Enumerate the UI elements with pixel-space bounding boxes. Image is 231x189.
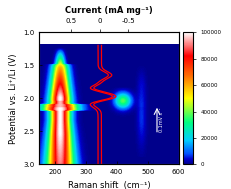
Text: 0.1mV s⁻¹: 0.1mV s⁻¹ <box>159 108 164 132</box>
X-axis label: Raman shift  (cm⁻¹): Raman shift (cm⁻¹) <box>67 181 150 189</box>
Y-axis label: Potential vs. Li⁺/Li (V): Potential vs. Li⁺/Li (V) <box>9 53 18 143</box>
X-axis label: Current (mA mg⁻¹): Current (mA mg⁻¹) <box>65 6 152 15</box>
